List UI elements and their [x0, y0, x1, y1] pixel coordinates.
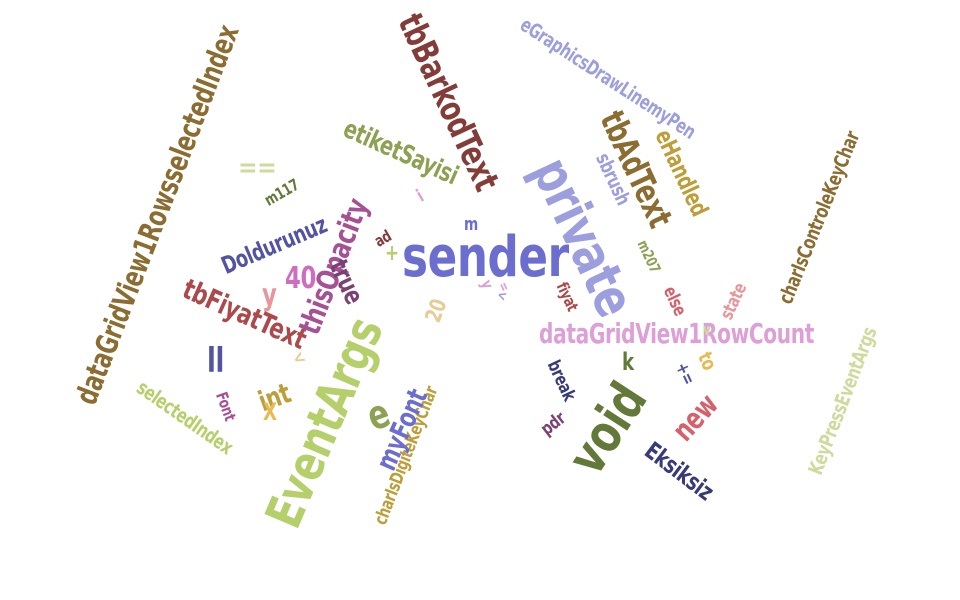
word-else-30: else	[658, 283, 691, 320]
word-chariscontrolekeychar-14: charIsControleKeyChar	[773, 127, 865, 308]
word-new-20: new	[665, 387, 726, 449]
word-to-38: to	[693, 348, 722, 374]
word-datagridview1rowcount-13: dataGridView1RowCount	[539, 317, 815, 350]
word-x-36: X	[263, 398, 277, 426]
word-keypresseventargs-15: KeyPressEventArgs	[803, 323, 882, 478]
word-v-47: v	[703, 320, 711, 339]
word-symbol-39: +=	[670, 359, 700, 389]
word-symbol-48: <	[289, 346, 310, 371]
word-m-44: m	[464, 214, 478, 235]
word-ll-37: ll	[207, 341, 224, 381]
word-m207-29: m207	[633, 237, 665, 276]
word-eksiksiz-21: Eksiksiz	[639, 436, 719, 507]
word-20-41: 20	[421, 296, 453, 326]
word-y-26: y	[262, 278, 277, 313]
word-symbol-43: +	[385, 241, 399, 266]
word-k-40: k	[622, 348, 634, 376]
word-sender-0: sender	[402, 225, 569, 290]
word-font-35: Font	[212, 389, 240, 424]
word-symbol-25: ==	[238, 153, 277, 183]
word-break-33: break	[542, 357, 580, 405]
word-pdr-34: pdr	[536, 407, 570, 440]
word-i-45: i	[413, 186, 428, 207]
word-40-27: 40	[285, 261, 316, 296]
